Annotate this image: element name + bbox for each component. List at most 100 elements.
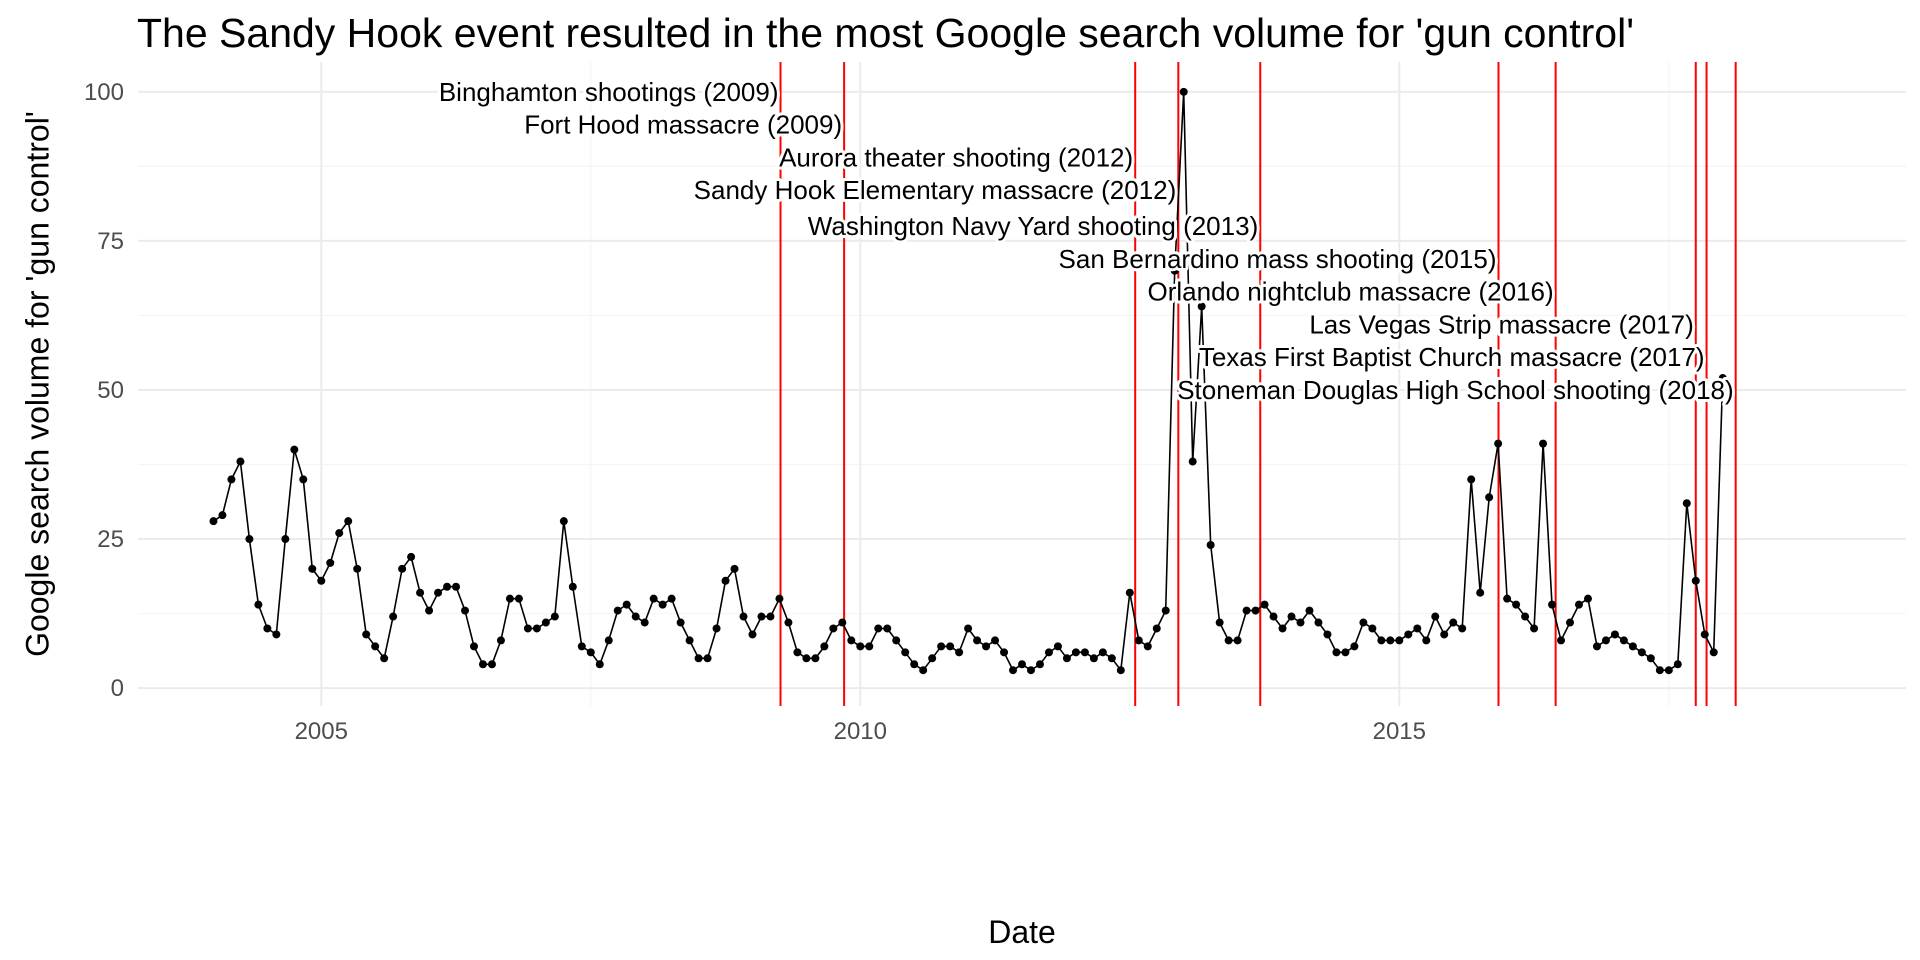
- data-point: [1566, 618, 1575, 627]
- data-point: [712, 624, 721, 633]
- data-point: [272, 630, 281, 639]
- data-point: [380, 654, 389, 663]
- data-point: [299, 475, 308, 484]
- data-point: [892, 636, 901, 645]
- data-point: [353, 564, 362, 573]
- x-axis-ticks: 2005 2010 2015: [295, 718, 1426, 745]
- data-point: [775, 594, 784, 603]
- data-point: [523, 624, 532, 633]
- data-point: [874, 624, 883, 633]
- data-point: [1700, 630, 1709, 639]
- data-point: [1332, 648, 1341, 657]
- data-point: [1655, 666, 1664, 675]
- data-point: [1152, 624, 1161, 633]
- data-point: [469, 642, 478, 651]
- event-label: San Bernardino mass shooting (2015): [1059, 244, 1497, 274]
- data-point: [919, 666, 928, 675]
- data-point: [676, 618, 685, 627]
- event-label: Texas First Baptist Church massacre (201…: [1199, 342, 1705, 372]
- event-label: Washington Navy Yard shooting (2013): [808, 211, 1258, 241]
- data-point: [290, 445, 299, 454]
- data-point: [461, 606, 470, 615]
- data-point: [1574, 600, 1583, 609]
- x-axis-title: Date: [988, 914, 1056, 950]
- data-point: [1619, 636, 1628, 645]
- data-point: [1323, 630, 1332, 639]
- data-point: [532, 624, 541, 633]
- data-point: [1664, 666, 1673, 675]
- data-point: [595, 660, 604, 669]
- data-point: [487, 660, 496, 669]
- data-point: [901, 648, 910, 657]
- data-point: [1350, 642, 1359, 651]
- y-axis-ticks: 0 25 50 75 100: [84, 79, 124, 702]
- data-point: [550, 612, 559, 621]
- data-point: [434, 588, 443, 597]
- data-point: [245, 535, 254, 544]
- data-point: [1098, 648, 1107, 657]
- y-tick-label: 0: [111, 675, 124, 702]
- x-tick-label: 2010: [834, 718, 887, 745]
- data-point: [1592, 642, 1601, 651]
- data-point: [829, 624, 838, 633]
- data-point: [757, 612, 766, 621]
- data-point: [1035, 660, 1044, 669]
- data-point: [964, 624, 973, 633]
- major-gridlines: [138, 62, 1906, 706]
- data-point: [505, 594, 514, 603]
- data-point: [514, 594, 523, 603]
- data-point: [1512, 600, 1521, 609]
- data-point: [973, 636, 982, 645]
- data-point: [1539, 439, 1548, 448]
- data-point: [425, 606, 434, 615]
- data-point: [1359, 618, 1368, 627]
- data-point: [1089, 654, 1098, 663]
- data-point: [1116, 666, 1125, 675]
- data-point: [1018, 660, 1026, 669]
- data-point: [685, 636, 694, 645]
- data-point: [1233, 636, 1242, 645]
- data-point: [703, 654, 712, 663]
- data-point: [1044, 648, 1053, 657]
- data-point: [1440, 630, 1449, 639]
- data-point: [1080, 648, 1089, 657]
- data-point: [694, 654, 703, 663]
- data-point: [1718, 374, 1727, 383]
- data-point: [1071, 648, 1080, 657]
- data-point: [1377, 636, 1386, 645]
- data-point: [1485, 493, 1494, 502]
- data-point: [1260, 600, 1269, 609]
- x-tick-label: 2015: [1373, 718, 1426, 745]
- data-point: [1170, 266, 1179, 275]
- data-point: [1188, 457, 1197, 466]
- data-point: [910, 660, 919, 669]
- data-point: [1521, 612, 1530, 621]
- data-point: [344, 517, 353, 526]
- y-tick-label: 50: [97, 377, 124, 404]
- data-point: [407, 552, 416, 561]
- data-point: [559, 517, 568, 526]
- data-point: [1557, 636, 1566, 645]
- data-point: [667, 594, 676, 603]
- event-label: Aurora theater shooting (2012): [779, 142, 1133, 172]
- data-point: [784, 618, 793, 627]
- data-point: [263, 624, 272, 633]
- data-point: [1287, 612, 1296, 621]
- data-point: [604, 636, 613, 645]
- data-point: [1242, 606, 1251, 615]
- data-point: [1000, 648, 1009, 657]
- data-point: [1691, 576, 1700, 585]
- event-label: Las Vegas Strip massacre (2017): [1309, 309, 1693, 339]
- data-point: [1251, 606, 1260, 615]
- data-point: [362, 630, 371, 639]
- data-point: [416, 588, 425, 597]
- y-axis-title: Google search volume for 'gun control': [19, 111, 55, 657]
- data-point: [1215, 618, 1224, 627]
- data-point: [991, 636, 1000, 645]
- data-point: [1467, 475, 1476, 484]
- chart-title: The Sandy Hook event resulted in the mos…: [137, 10, 1635, 56]
- data-point: [883, 624, 892, 633]
- data-point: [478, 660, 487, 669]
- event-label: Stoneman Douglas High School shooting (2…: [1177, 375, 1733, 405]
- data-point: [766, 612, 775, 621]
